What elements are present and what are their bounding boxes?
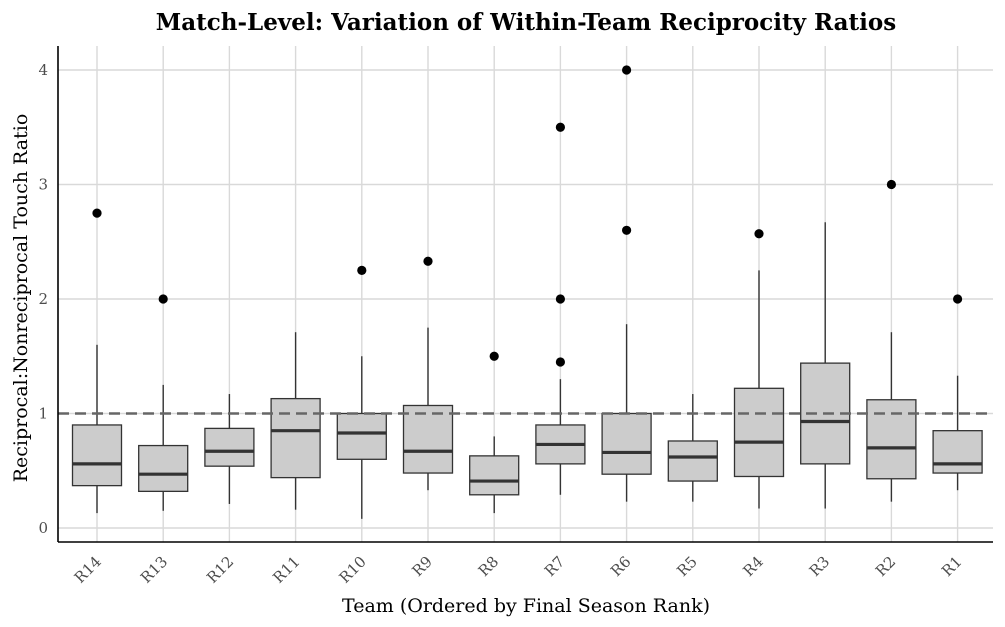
y-axis-title: Reciprocal:Nonreciprocal Touch Ratio <box>10 114 32 483</box>
box-R13 <box>138 294 189 511</box>
outlier-point <box>555 122 566 132</box>
x-axis-title: Team (Ordered by Final Season Rank) <box>342 595 710 617</box>
outlier-point <box>622 225 632 235</box>
outlier-point <box>357 265 367 275</box>
box-iqr <box>204 427 255 467</box>
box-R5 <box>667 394 718 502</box>
outlier-point <box>555 357 566 367</box>
outlier-point <box>754 229 764 239</box>
x-tick-label: R1 <box>938 553 965 580</box>
gridlines <box>58 46 993 542</box>
box-R7 <box>535 122 586 495</box>
outlier-point <box>555 294 566 304</box>
x-tick-label: R3 <box>806 553 833 580</box>
box-iqr <box>469 455 520 496</box>
x-tick-label: R12 <box>203 553 237 587</box>
y-tick-label: 4 <box>38 61 48 79</box>
x-tick-label: R8 <box>475 553 502 580</box>
box-R9 <box>402 256 454 491</box>
box-R10 <box>336 265 387 519</box>
x-tick-label: R4 <box>740 553 767 580</box>
outlier-point <box>158 294 168 304</box>
outlier-point <box>953 294 963 304</box>
chart-title: Match-Level: Variation of Within-Team Re… <box>156 9 896 36</box>
x-tick-label: R14 <box>71 553 105 587</box>
box-iqr <box>402 404 454 474</box>
outlier-point <box>886 179 897 190</box>
x-tick-label: R6 <box>607 553 634 580</box>
box-iqr <box>932 430 983 474</box>
box-R6 <box>601 65 652 502</box>
box-iqr <box>667 440 718 482</box>
outlier-point <box>423 256 433 266</box>
x-tick-label: R11 <box>269 553 303 587</box>
y-tick-label: 0 <box>38 519 48 537</box>
x-tick-label: R5 <box>673 553 700 580</box>
box-iqr <box>733 387 785 478</box>
outlier-point <box>489 351 499 361</box>
x-tick-label: R9 <box>409 553 436 580</box>
box-R12 <box>204 394 255 504</box>
box-iqr <box>866 399 917 480</box>
outlier-point <box>92 208 102 218</box>
outlier-point <box>622 65 632 75</box>
x-tick-label: R13 <box>137 553 171 587</box>
x-tick-labels: R14 R13 R12 R11 R10 R9 R8 R7 R6 R5 R4 R3 R2 R1 <box>71 553 966 587</box>
x-tick-label: R7 <box>541 553 568 580</box>
box-iqr <box>138 444 189 493</box>
box-iqr <box>71 424 123 487</box>
y-tick-labels: 0 1 2 3 4 <box>38 61 48 537</box>
box-R3 <box>800 222 851 509</box>
box-iqr <box>336 412 387 460</box>
boxes-group <box>71 65 983 519</box>
box-R1 <box>932 294 983 491</box>
axes-group <box>57 46 993 543</box>
box-R4 <box>733 229 785 509</box>
box-R8 <box>469 351 520 514</box>
x-tick-label: R10 <box>336 553 370 587</box>
box-R11 <box>270 332 321 510</box>
x-tick-label: R2 <box>872 553 899 580</box>
y-tick-label: 2 <box>38 290 48 308</box>
y-tick-label: 1 <box>38 405 48 423</box>
box-R14 <box>71 208 123 514</box>
box-iqr <box>601 412 652 475</box>
box-iqr <box>270 397 321 479</box>
y-tick-label: 3 <box>38 176 48 194</box>
